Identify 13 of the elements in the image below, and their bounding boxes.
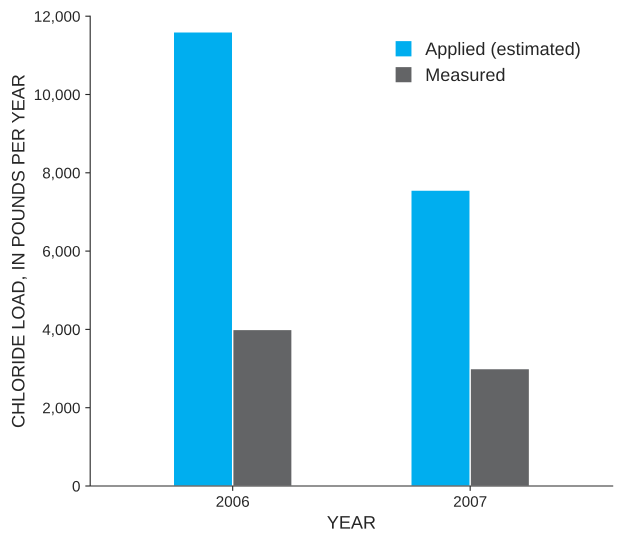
y-tick-label: 2,000 xyxy=(43,402,80,416)
y-tick-label: 12,000 xyxy=(34,11,80,24)
y-tick-label: 0 xyxy=(72,480,80,492)
legend-label: Measured xyxy=(426,68,504,82)
x-axis-title: YEAR xyxy=(327,516,376,529)
x-tick-label: 2007 xyxy=(454,496,486,507)
y-axis-title: CHLORIDE LOAD, IN POUNDS PER YEAR xyxy=(12,75,27,428)
y-tick-label: 4,000 xyxy=(42,324,80,337)
y-tick-label: 10,000 xyxy=(34,89,80,102)
legend-label: Applied (estimated) xyxy=(425,42,580,59)
y-tick-label: 8,000 xyxy=(42,168,80,180)
x-tick-label: 2006 xyxy=(216,496,250,507)
y-tick-label: 6,000 xyxy=(43,246,80,259)
